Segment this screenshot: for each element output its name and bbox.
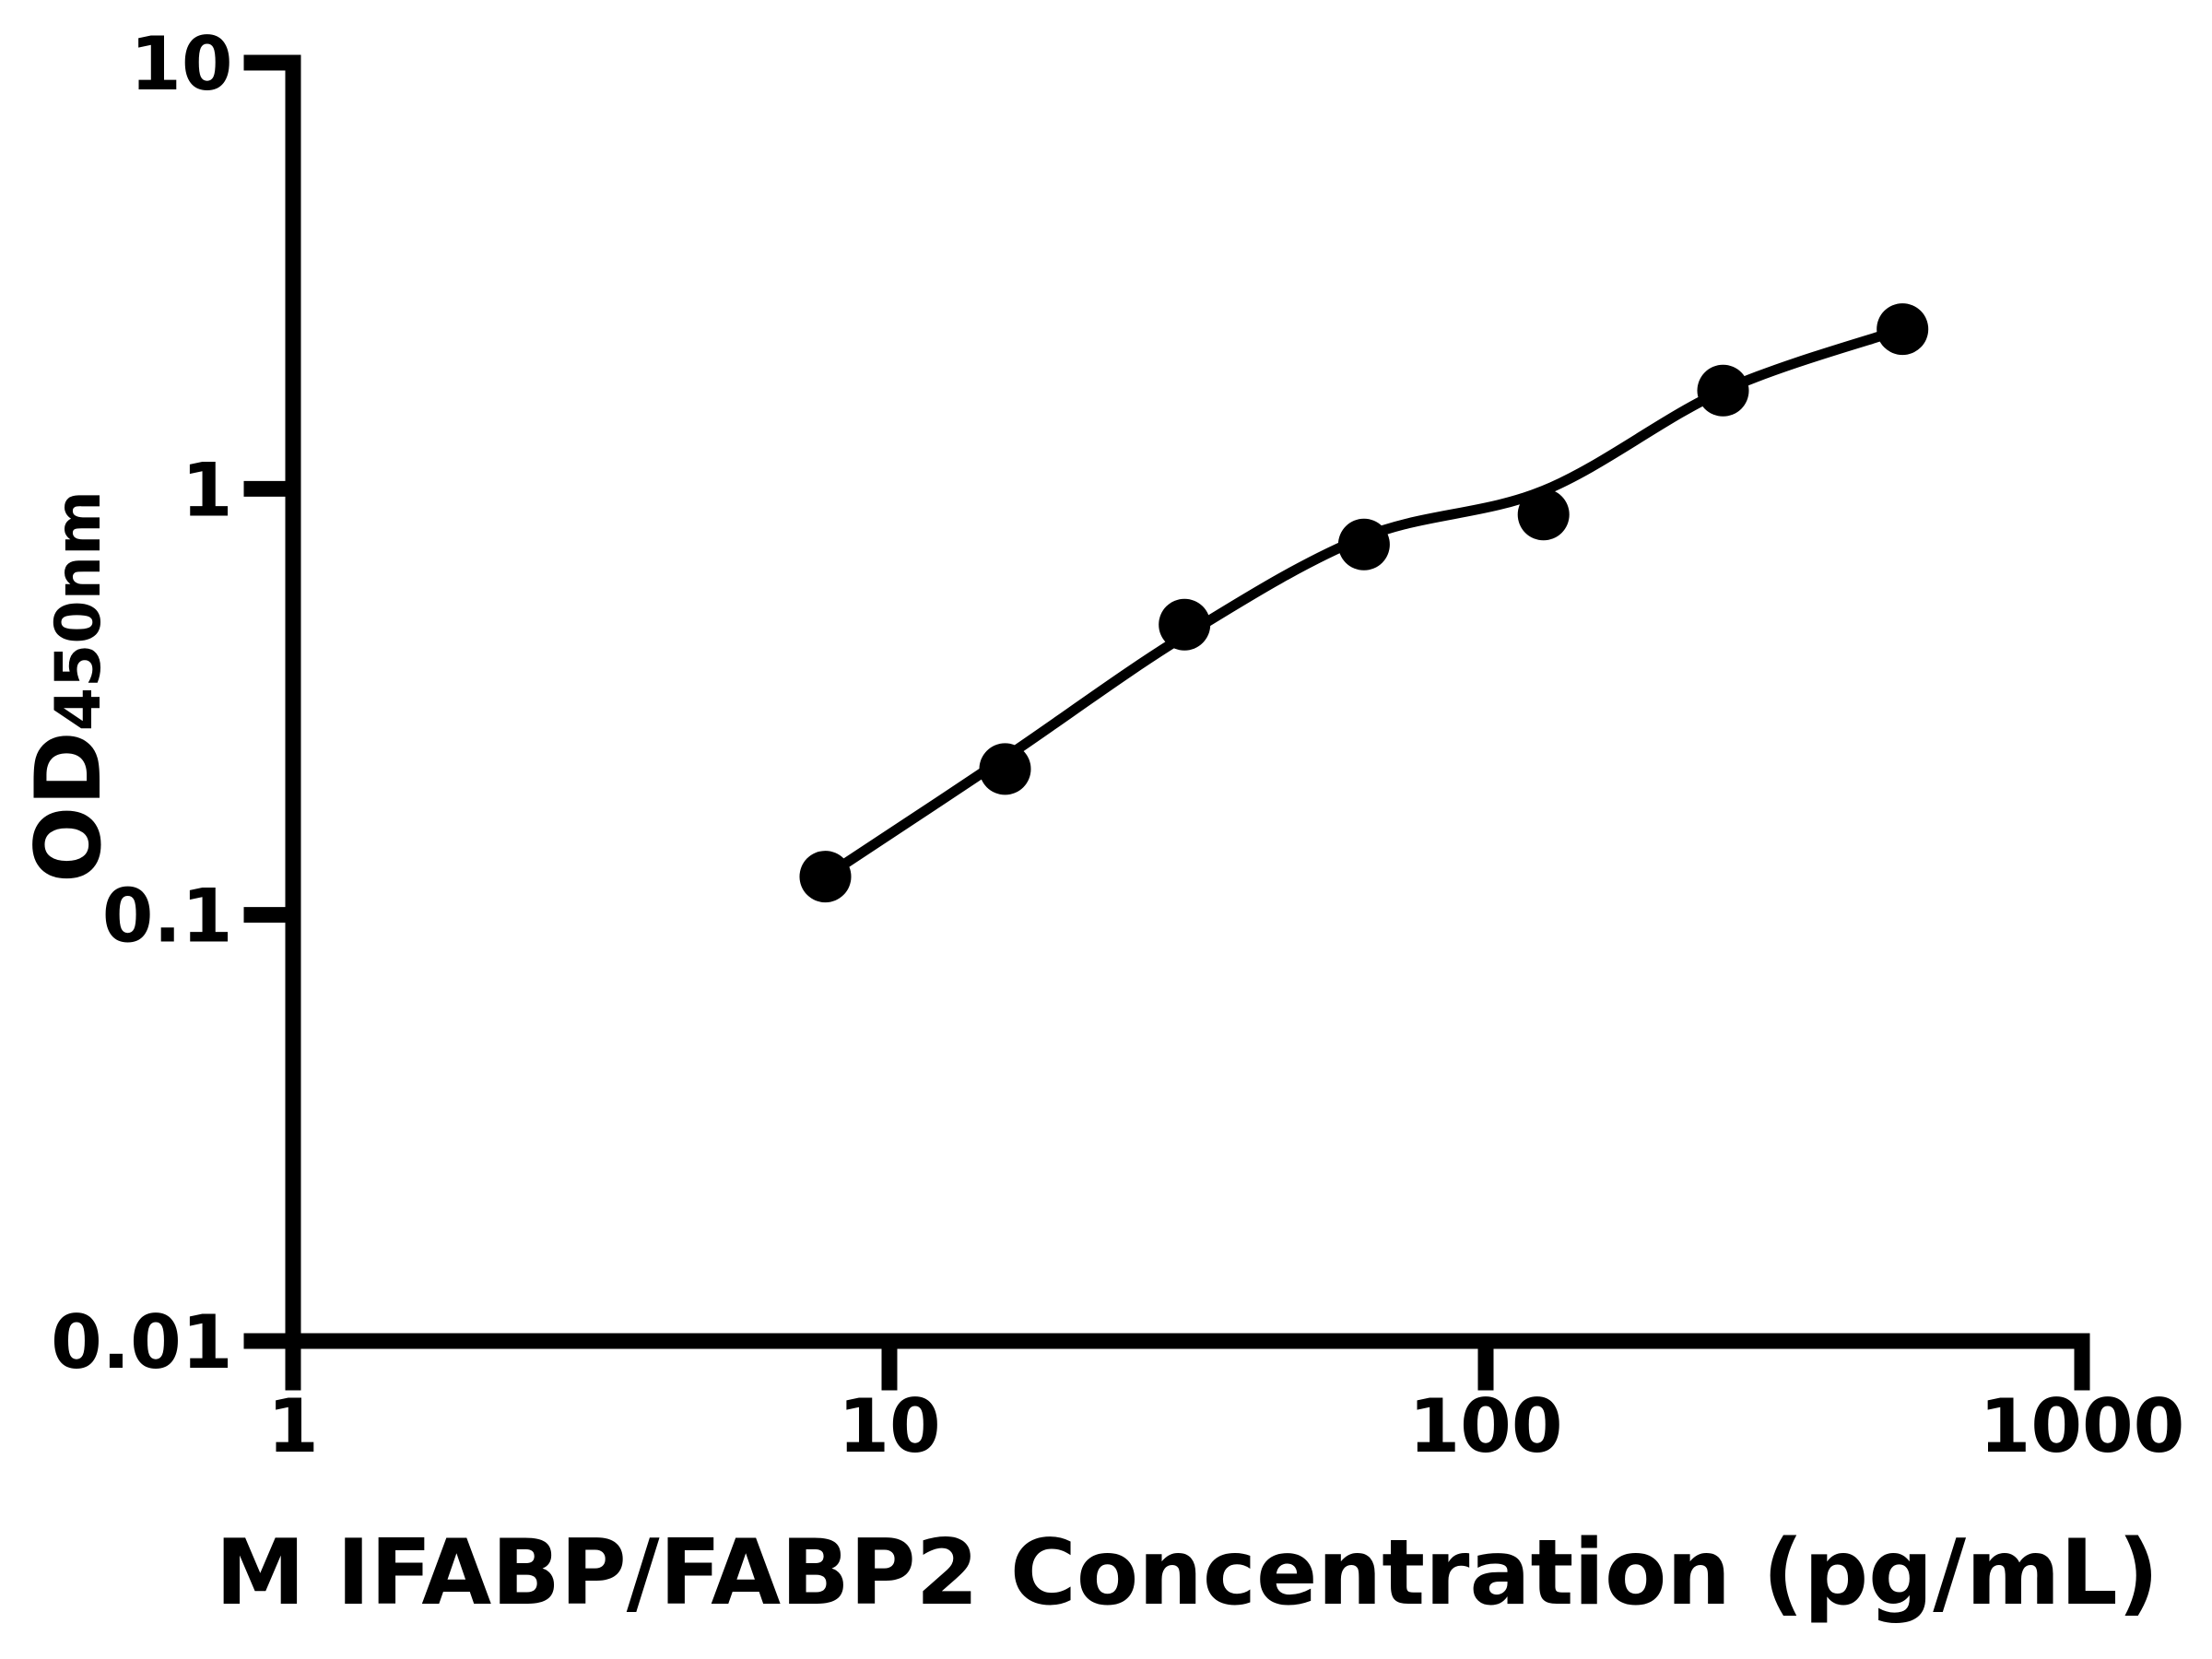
y-axis-title-sub: 450nm [42, 490, 115, 731]
data-point-marker [1159, 598, 1211, 651]
y-axis-title: OD450nm [17, 490, 122, 883]
x-tick-label: 100 [1409, 1383, 1563, 1469]
x-tick-label: 10 [838, 1383, 940, 1469]
points-layer [799, 303, 1929, 903]
x-axis-title: M IFABP/FABP2 Concentration (pg/mL) [216, 1521, 2159, 1626]
data-point-marker [1337, 518, 1390, 571]
fit-curve-line [820, 324, 1908, 882]
y-tick-label: 0.01 [51, 1300, 232, 1385]
y-tick-label: 1 [182, 447, 233, 533]
y-tick-label: 0.1 [102, 874, 233, 959]
data-point-marker [799, 851, 852, 903]
y-tick-label: 10 [130, 21, 232, 107]
data-point-marker [1517, 488, 1570, 541]
y-axis-title-main: OD [17, 731, 122, 883]
curve-layer [820, 324, 1908, 882]
ticks-layer [243, 54, 2090, 1391]
tick-labels-layer: 1 10 100 1000 10 1 0.1 0.01 [51, 21, 2184, 1469]
data-point-marker [1697, 364, 1749, 417]
x-tick-label: 1000 [1980, 1383, 2185, 1469]
x-tick-label: 1 [267, 1383, 319, 1469]
axes-spine [285, 54, 2090, 1349]
data-point-marker [979, 743, 1031, 795]
axes-layer [285, 54, 2090, 1349]
data-point-marker [1877, 303, 1929, 356]
